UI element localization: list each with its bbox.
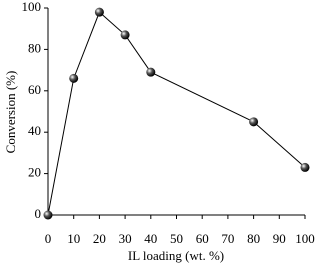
x-tick-label: 90 bbox=[273, 231, 286, 246]
point-marker bbox=[120, 30, 130, 40]
x-tick-label: 10 bbox=[67, 231, 80, 246]
y-tick-label: 0 bbox=[35, 206, 42, 221]
x-tick-label: 50 bbox=[170, 231, 183, 246]
point-marker bbox=[69, 73, 79, 83]
point-marker bbox=[300, 162, 310, 172]
y-tick-label: 80 bbox=[28, 40, 41, 55]
y-tick-label: 20 bbox=[28, 165, 41, 180]
x-tick-label: 60 bbox=[196, 231, 209, 246]
y-tick-label: 60 bbox=[28, 82, 41, 97]
x-tick-label: 30 bbox=[119, 231, 132, 246]
x-tick-label: 0 bbox=[45, 231, 52, 246]
x-tick-label: 70 bbox=[221, 231, 234, 246]
x-axis-label: IL loading (wt. %) bbox=[128, 248, 224, 263]
x-tick-label: 20 bbox=[93, 231, 106, 246]
point-marker bbox=[43, 210, 53, 220]
point-marker bbox=[94, 7, 104, 17]
y-axis-label: Conversion (%) bbox=[3, 71, 18, 154]
point-marker bbox=[249, 117, 259, 127]
y-tick-label: 40 bbox=[28, 123, 41, 138]
x-tick-label: 100 bbox=[295, 231, 315, 246]
x-tick-label: 80 bbox=[247, 231, 260, 246]
x-tick-label: 40 bbox=[144, 231, 157, 246]
y-tick-label: 100 bbox=[22, 0, 42, 14]
series-line bbox=[47, 11, 306, 216]
point-marker bbox=[146, 67, 156, 77]
